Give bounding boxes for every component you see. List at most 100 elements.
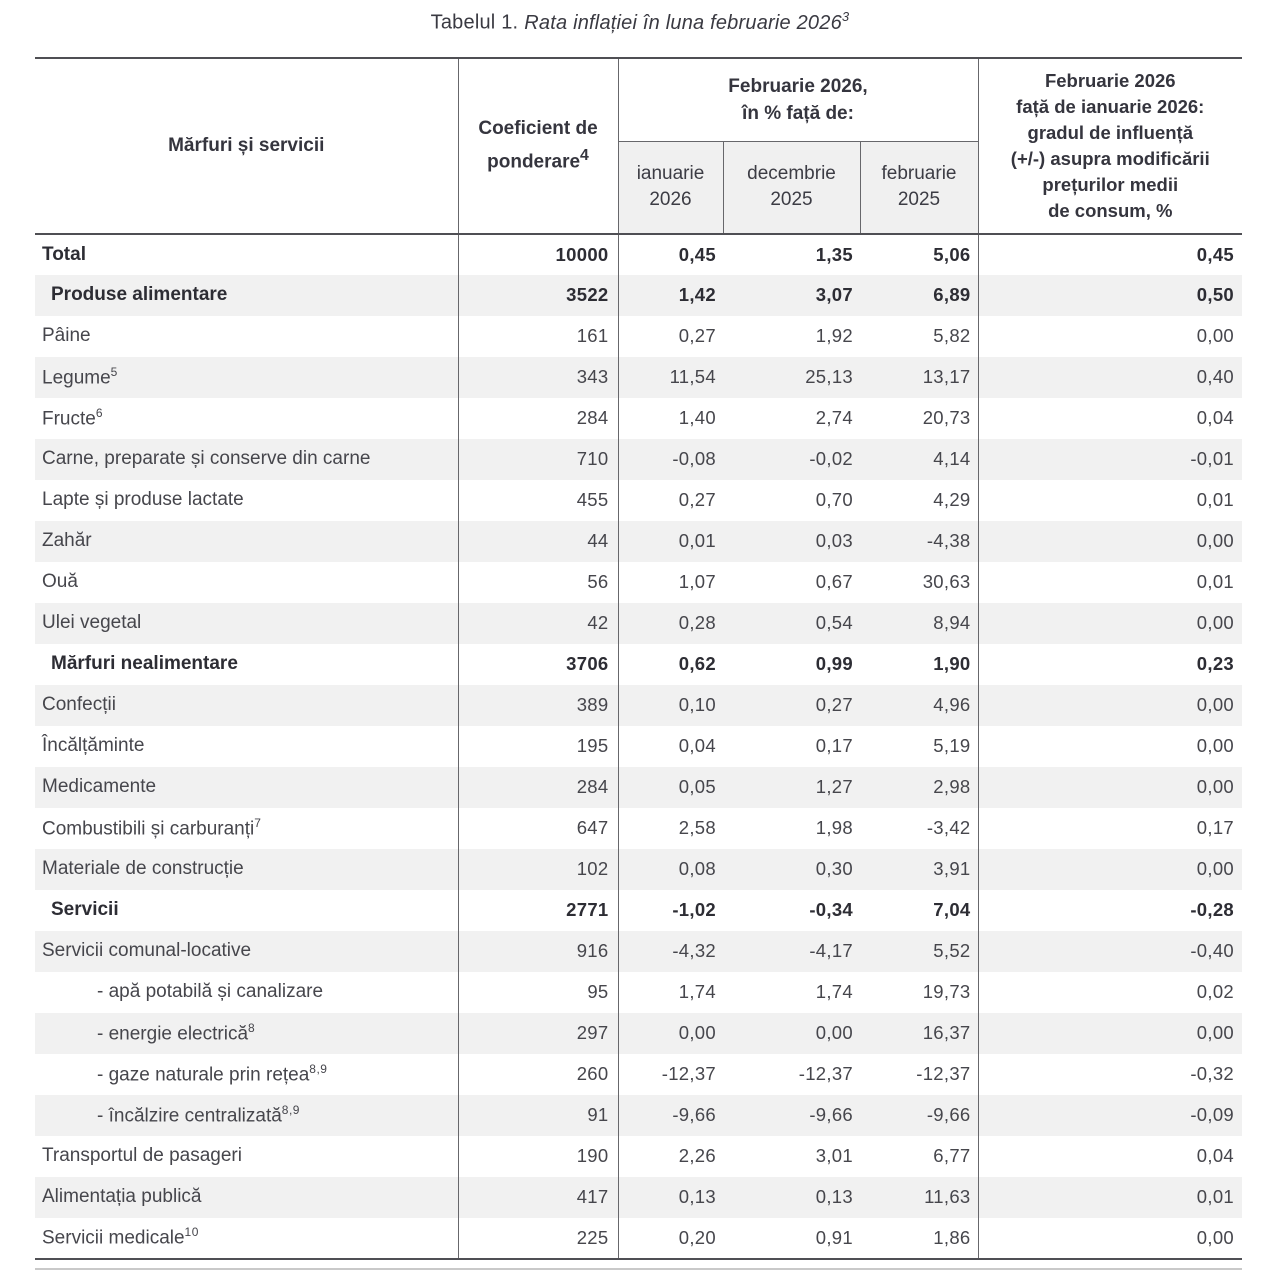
row-vs-december-2025: 0,13 [815,1186,853,1208]
row-label: Servicii [35,889,459,931]
row-vs-february-2025: 8,94 [860,602,979,644]
row-label: Pâine [35,315,459,357]
row-vs-january-2026: -9,66 [672,1104,716,1126]
row-influence-degree: 0,02 [1196,981,1235,1003]
row-vs-february-2025: 2,98 [860,766,979,808]
row-influence-degree: -0,40 [1190,940,1235,962]
row-footnote-marker: 6 [95,405,104,420]
row-influence-degree: 0,00 [1196,776,1235,798]
row-footnote-marker: 7 [254,815,262,830]
table-row: Legume5 343 11,54 25,13 13,17 0,40 [35,356,1243,398]
row-vs-january-2026: 0,08 [678,858,716,880]
row-label: Confecții [35,684,459,726]
row-influence-degree: 0,00 [1196,735,1235,757]
row-vs-december-2025: 0,30 [815,858,853,880]
row-vs-february-2025: 5,19 [860,725,979,767]
row-label: - apă potabilă și canalizare [35,971,459,1013]
row-vs-january-2026: 1,74 [678,981,716,1003]
inflation-table: Mărfuri și servicii Coeficient de ponder… [35,56,1243,1260]
row-label: Total [35,233,459,275]
row-vs-december-2025: 3,07 [815,284,853,306]
row-vs-february-2025: 13,17 [860,356,979,398]
row-vs-december-2025: 0,54 [815,612,853,634]
row-footnote-marker: 10 [184,1225,199,1240]
row-influence-degree: -0,01 [1190,448,1235,470]
row-influence-degree: 0,00 [1196,858,1235,880]
row-coefficient: 297 [458,1012,619,1054]
row-vs-january-2026: 0,04 [678,735,716,757]
row-coefficient: 195 [458,725,619,767]
row-vs-february-2025: 4,14 [860,438,979,480]
row-label: Transportul de pasageri [35,1135,459,1177]
row-vs-december-2025: -12,37 [798,1063,853,1085]
row-label: - energie electrică8 [35,1012,459,1054]
row-label: Produse alimentare [35,274,459,316]
header-february-2026-vs-group: Februarie 2026, în % față de: [618,57,979,143]
table-row: - energie electrică8 297 0,00 0,00 16,37 0,00 [35,1012,1243,1054]
table-row: Fructe6 284 1,40 2,74 20,73 0,04 [35,397,1242,439]
row-vs-december-2025: -0,02 [809,448,853,470]
row-label: - încălzire centralizată8,9 [35,1094,459,1136]
row-vs-february-2025: 6,89 [860,274,979,316]
row-vs-january-2026: 1,42 [678,284,716,306]
row-footnote-marker: 8 [248,1020,256,1035]
row-vs-december-2025: 2,74 [815,407,853,429]
row-vs-december-2025: -0,34 [809,899,853,921]
row-influence-degree: 0,00 [1196,612,1235,634]
row-vs-february-2025: -9,66 [860,1094,979,1136]
row-influence-degree: 0,00 [1196,530,1235,552]
row-influence-degree: 0,40 [1196,366,1235,388]
row-vs-january-2026: 0,45 [678,243,716,265]
row-coefficient: 3706 [458,643,619,685]
row-vs-december-2025: 1,27 [815,776,853,798]
table-title: Tabelul 1. Rata inflației în luna februar… [0,0,1280,35]
row-influence-degree: 0,04 [1196,1145,1235,1167]
header-goods-and-services: Mărfuri și servicii [35,57,459,235]
row-coefficient: 44 [458,520,619,562]
row-vs-february-2025: 1,90 [860,643,979,685]
row-coefficient: 284 [458,766,619,808]
row-vs-february-2025: 30,63 [860,561,979,603]
table-row: Mărfuri nealimentare 3706 0,62 0,99 1,90 0,23 [35,643,1242,685]
row-vs-january-2026: 1,07 [678,571,716,593]
row-label: Fructe6 [35,397,459,439]
row-coefficient: 389 [458,684,619,726]
row-vs-january-2026: 2,26 [678,1145,716,1167]
row-coefficient: 225 [458,1217,619,1259]
row-influence-degree: 0,17 [1196,817,1235,839]
row-vs-january-2026: 0,05 [678,776,716,798]
table-row: Total 10000 0,45 1,35 5,06 0,45 [35,233,1242,275]
row-vs-december-2025: 0,99 [815,653,853,675]
row-vs-january-2026: 2,58 [678,817,716,839]
row-vs-february-2025: -4,38 [860,520,979,562]
row-vs-december-2025: 25,13 [805,366,853,388]
table-title-text: Rata inflației în luna februarie 2026 [524,11,842,34]
row-vs-december-2025: 0,27 [815,694,853,716]
row-vs-december-2025: 1,35 [815,243,853,265]
row-vs-january-2026: 0,10 [678,694,716,716]
row-influence-degree: 0,50 [1196,284,1235,306]
row-influence-degree: 0,01 [1196,1186,1235,1208]
row-vs-february-2025: 3,91 [860,848,979,890]
table-bottom-rule [35,1267,1242,1270]
row-vs-january-2026: 0,27 [678,325,716,347]
row-influence-degree: 0,01 [1196,489,1235,511]
row-coefficient: 343 [458,356,619,398]
row-label: Lapte și produse lactate [35,479,459,521]
row-vs-january-2026: 0,20 [678,1226,716,1248]
row-vs-december-2025: 0,17 [815,735,853,757]
row-coefficient: 3522 [458,274,619,316]
row-coefficient: 95 [458,971,619,1013]
row-vs-january-2026: 0,00 [678,1022,716,1044]
row-label: Încălțăminte [35,725,459,767]
table-row: Confecții 389 0,10 0,27 4,96 0,00 [35,684,1243,726]
row-label: Carne, preparate și conserve din carne [35,438,459,480]
header-coefficient-footnote-marker: 4 [580,147,589,165]
row-label: Ulei vegetal [35,602,459,644]
table-row: Produse alimentare 3522 1,42 3,07 6,89 0,50 [35,274,1243,316]
row-coefficient: 102 [458,848,619,890]
table-row: Transportul de pasageri 190 2,26 3,01 6,77 0,… [35,1135,1242,1177]
row-vs-february-2025: 4,96 [860,684,979,726]
table-row: Servicii 2771 -1,02 -0,34 7,04 -0,28 [35,889,1242,931]
table-row: Zahăr 44 0,01 0,03 -4,38 0,00 [35,520,1243,562]
